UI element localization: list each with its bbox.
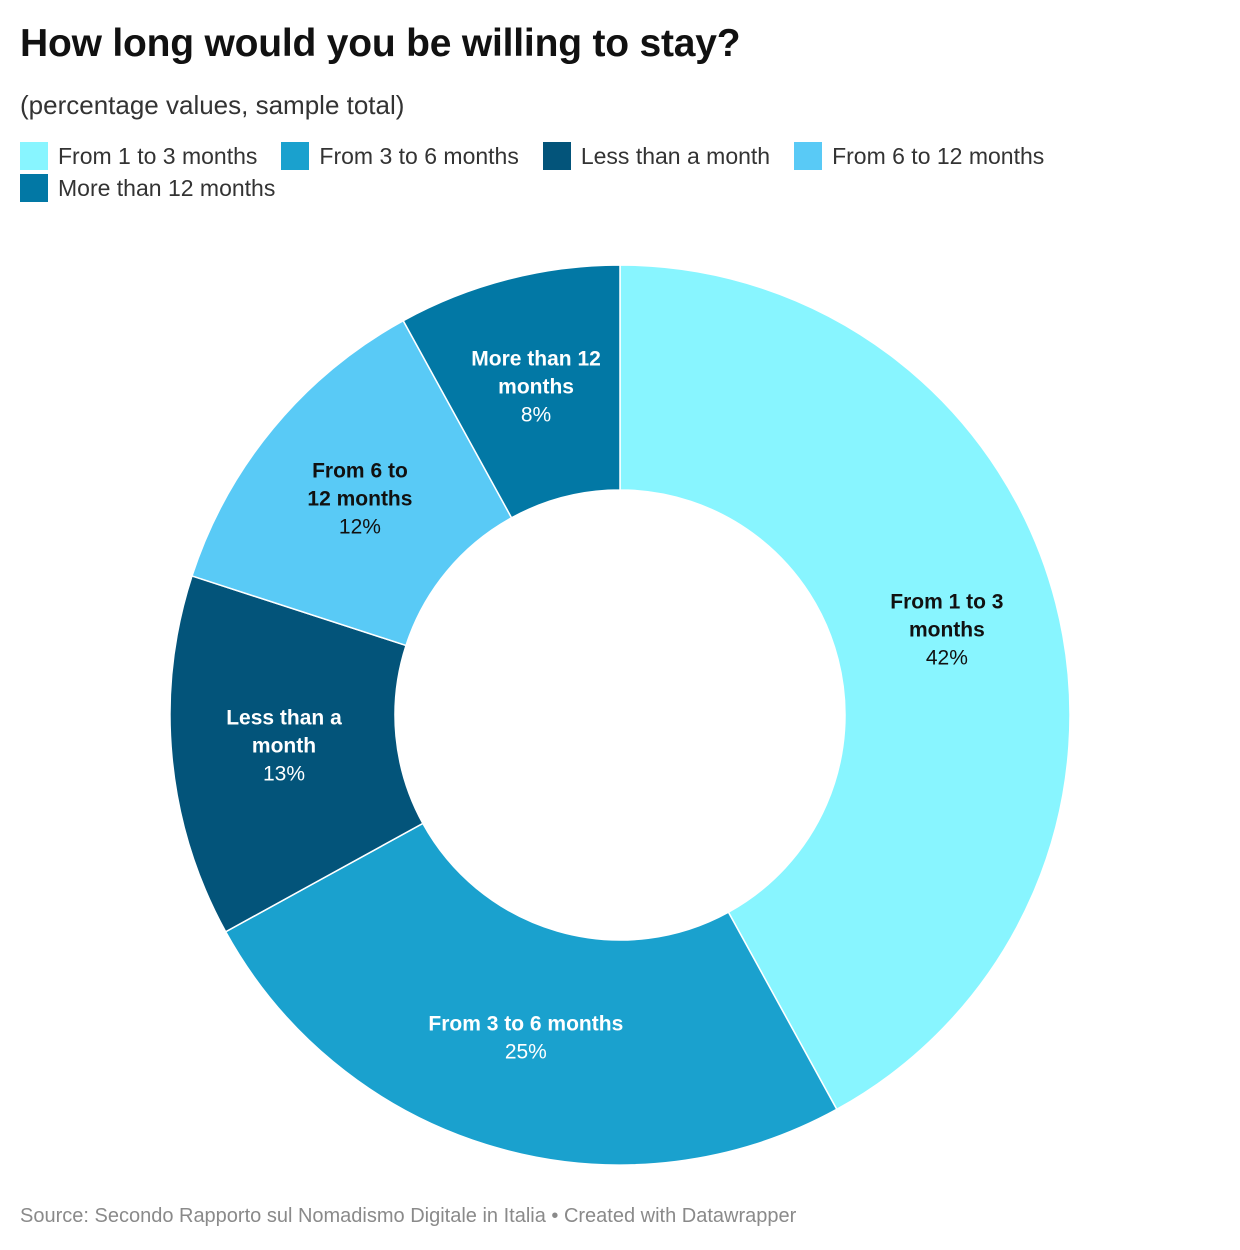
slice-category-label: From 1 to 3	[890, 591, 1003, 614]
legend-swatch	[20, 174, 48, 202]
slice-label: Less than a month 13%	[226, 706, 342, 785]
legend-item: Less than a month	[542, 142, 771, 170]
chart-subtitle: (percentage values, sample total)	[20, 90, 405, 120]
donut-chart: From 1 to 3 months 42% From 3 to 6 months 25…	[169, 264, 1071, 1166]
legend-label: From 6 to 12 months	[832, 142, 1045, 169]
slice-label: From 1 to 3 months 42%	[890, 591, 1003, 670]
legend-item: From 6 to 12 months	[794, 142, 1044, 170]
slice-label: From 6 to 12 months 12%	[307, 459, 412, 538]
slice-label: More than 12 months 8%	[471, 348, 601, 427]
legend-item: More than 12 months	[20, 174, 275, 202]
slice-category-label: From 3 to 6 months	[428, 1013, 623, 1036]
slice-category-label: months	[909, 619, 985, 642]
legend-item: From 3 to 6 months	[281, 142, 519, 170]
chart-title: How long would you be willing to stay?	[20, 22, 741, 65]
donut-slice	[402, 264, 621, 519]
donut-slice	[191, 319, 513, 647]
slice-category-label: 12 months	[307, 487, 412, 510]
legend-swatch	[542, 142, 571, 170]
legend-label: More than 12 months	[58, 174, 276, 201]
slice-value-label: 12%	[339, 515, 381, 538]
chart-legend: From 1 to 3 months From 3 to 6 months Less…	[20, 142, 1200, 202]
slice-value-label: 42%	[926, 647, 968, 670]
slice-category-label: More than 12	[471, 348, 601, 371]
slice-value-label: 13%	[263, 762, 305, 785]
slice-label: From 3 to 6 months 25%	[428, 1013, 623, 1064]
slice-category-label: From 6 to	[312, 459, 408, 482]
legend-label: From 1 to 3 months	[58, 142, 258, 169]
legend-swatch	[20, 142, 48, 170]
legend-swatch	[281, 142, 310, 170]
slice-value-label: 8%	[521, 404, 551, 427]
legend-swatch	[794, 142, 823, 170]
legend-label: From 3 to 6 months	[319, 142, 519, 169]
legend-item: From 1 to 3 months	[20, 142, 257, 170]
slice-category-label: months	[498, 376, 574, 399]
donut-slice	[619, 264, 1071, 1111]
donut-slice	[169, 574, 424, 933]
donut-slice	[224, 822, 838, 1166]
slice-value-label: 25%	[505, 1041, 547, 1064]
source-footer: Source: Secondo Rapporto sul Nomadismo D…	[20, 1205, 797, 1227]
legend-label: Less than a month	[580, 142, 771, 169]
slice-category-label: Less than a	[226, 706, 342, 729]
slice-category-label: month	[252, 734, 316, 757]
